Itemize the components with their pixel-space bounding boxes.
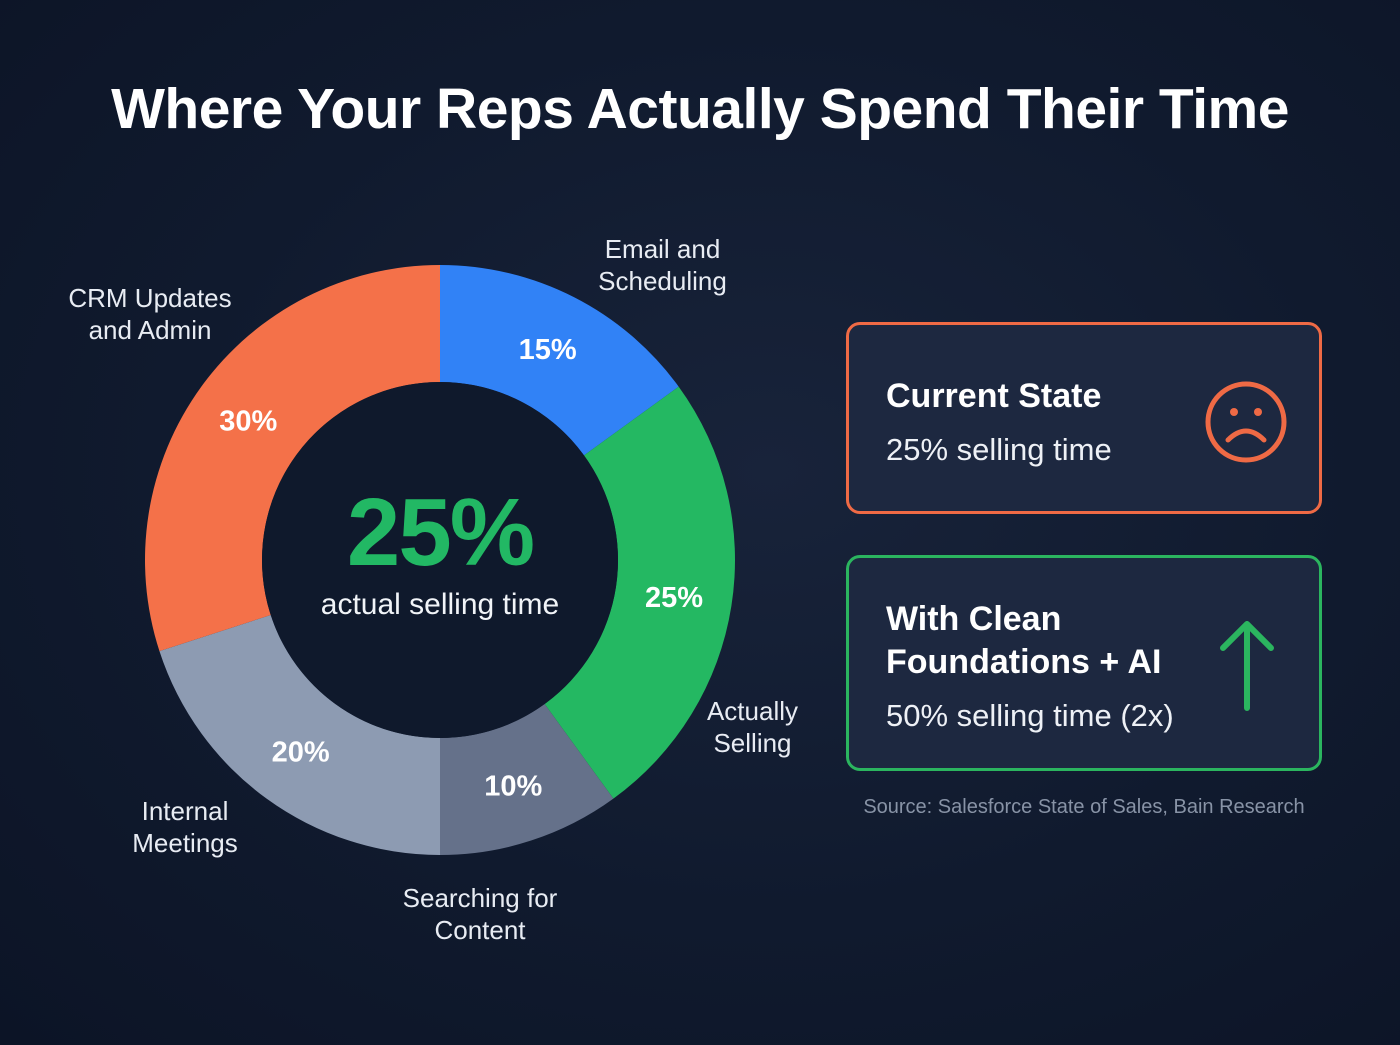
data-label: 15% xyxy=(519,334,577,366)
label-actually-selling: Actually Selling xyxy=(706,696,799,758)
slice-searching-for-content xyxy=(440,704,614,855)
chart-title: Where Your Reps Actually Spend Their Tim… xyxy=(111,77,1289,141)
slice-actually-selling xyxy=(544,386,735,799)
current-state-card: Current State 25% selling time xyxy=(846,322,1322,514)
card-text: 50% selling time (2x) xyxy=(886,698,1174,733)
card-title: Current State xyxy=(886,377,1102,415)
card-text: 25% selling time xyxy=(886,432,1112,467)
data-label: 25% xyxy=(645,582,703,614)
label-email-scheduling: Email and Scheduling xyxy=(598,234,727,296)
future-state-card: With Clean Foundations + AI 50% selling … xyxy=(846,555,1322,771)
card-title: With Clean Foundations + AI xyxy=(886,600,1162,681)
label-crm-updates: CRM Updates and Admin xyxy=(68,283,232,345)
arrow-up-icon xyxy=(1220,621,1274,711)
slice-crm-updates-and-admin xyxy=(144,265,440,652)
donut-chart: 15% 25% 10% 20% 30% xyxy=(144,265,735,855)
label-internal-meetings: Internal Meetings xyxy=(132,796,238,858)
center-value: 25% xyxy=(346,479,535,586)
sad-face-icon xyxy=(1205,381,1287,463)
center-label: actual selling time xyxy=(320,588,560,621)
data-label: 20% xyxy=(272,737,330,769)
slice-email-and-scheduling xyxy=(440,265,679,456)
data-label: 10% xyxy=(484,770,542,802)
donut-hole xyxy=(262,382,618,738)
label-searching-content: Searching for Content xyxy=(402,883,558,945)
source-note: Source: Salesforce State of Sales, Bain … xyxy=(863,796,1305,818)
data-label: 30% xyxy=(219,406,277,438)
slice-internal-meetings xyxy=(159,615,440,855)
